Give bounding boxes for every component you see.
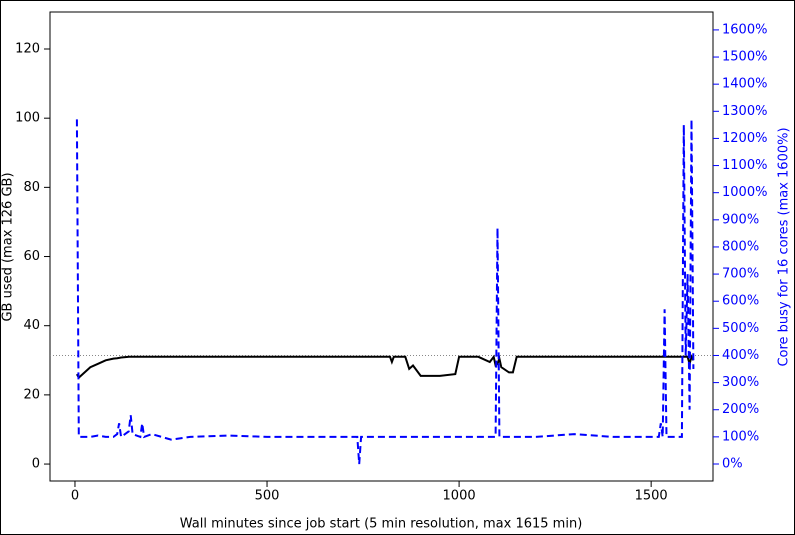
y2-tick-label: 1400%	[722, 77, 767, 92]
y2-tick-label: 1500%	[722, 50, 767, 65]
y-tick-label: 20	[23, 387, 40, 402]
y2-tick-label: 1600%	[722, 22, 767, 37]
x-axis-label: Wall minutes since job start (5 min reso…	[180, 517, 583, 532]
x-tick-label: 1000	[443, 489, 476, 504]
series-line	[75, 119, 695, 465]
y2-tick-label: 900%	[722, 212, 759, 227]
y2-tick-label: 100%	[722, 429, 759, 444]
x-tick-label: 1500	[635, 489, 668, 504]
y2-tick-label: 200%	[722, 402, 759, 417]
y2-tick-label: 800%	[722, 239, 759, 254]
y2-tick-label: 300%	[722, 375, 759, 390]
y-tick-label: 60	[23, 249, 40, 264]
y-tick-label: 100	[15, 111, 40, 126]
series-line	[76, 354, 695, 380]
y2-tick-label: 500%	[722, 321, 759, 336]
y-tick-label: 0	[32, 457, 40, 472]
x-tick-label: 0	[71, 489, 79, 504]
y-tick-label: 80	[23, 180, 40, 195]
y2-axis-label: Core busy for 16 cores (max 1600%)	[777, 127, 792, 366]
y-tick-label: 40	[23, 318, 40, 333]
y2-tick-label: 700%	[722, 267, 759, 282]
x-tick-label: 500	[255, 489, 280, 504]
y2-tick-label: 1000%	[722, 185, 767, 200]
y2-tick-label: 1200%	[722, 131, 767, 146]
y2-tick-label: 400%	[722, 348, 759, 363]
y-axis-label: GB used (max 126 GB)	[1, 172, 16, 321]
y2-tick-label: 0%	[722, 456, 743, 471]
y2-tick-label: 1100%	[722, 158, 767, 173]
y-tick-label: 120	[15, 42, 40, 57]
y2-tick-label: 1300%	[722, 104, 767, 119]
y2-tick-label: 600%	[722, 294, 759, 309]
